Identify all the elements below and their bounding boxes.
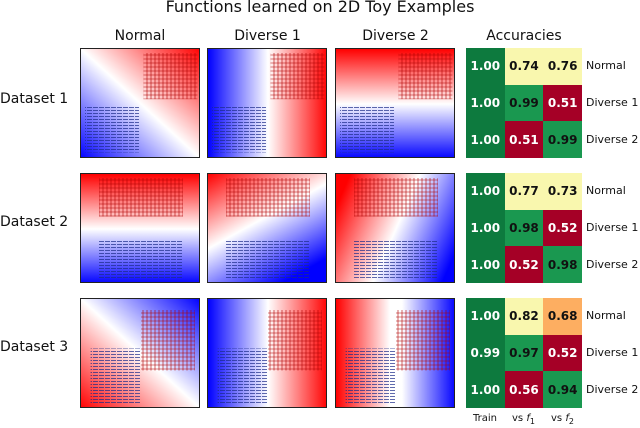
decision-panel-d2-normal [80,173,200,283]
xtick-train: Train [473,413,497,424]
accuracy-row-label: Normal [586,184,626,198]
accuracy-heatmap-2: 1.00 0.77 0.73 1.00 0.98 0.52 1.00 0.52 0.98 [466,173,582,283]
accuracy-heatmap-3: 1.00 0.82 0.68 0.99 0.97 0.52 1.00 0.56 0.94 [466,298,582,408]
accuracy-row-label: Diverse 2 [586,382,639,396]
accuracy-cell: 1.00 [466,246,505,283]
accuracy-cell: 0.82 [504,298,544,335]
accuracy-cell: 0.99 [543,121,582,158]
accuracy-heatmap-1: 1.00 0.74 0.76 1.00 0.99 0.51 1.00 0.51 0.99 [466,48,582,158]
accuracy-cell: 1.00 [466,84,505,122]
accuracy-cell: 0.97 [504,334,544,372]
accuracy-cell: 0.94 [543,371,582,408]
accuracy-row-label: Diverse 1 [586,346,639,359]
decision-panel-d3-diverse-2 [335,298,455,408]
figure-title: Functions learned on 2D Toy Examples [165,0,475,16]
accuracy-cell: 0.52 [543,209,582,247]
accuracy-row-label: Diverse 1 [586,221,639,234]
row-label-dataset-1: Dataset 1 [0,91,69,107]
accuracy-cell: 0.51 [504,121,544,158]
col-header-diverse-1: Diverse 1 [234,28,301,44]
decision-panel-d1-diverse-2 [335,48,455,158]
accuracy-cell: 1.00 [466,371,505,408]
accuracy-cell: 0.52 [504,246,544,283]
row-label-dataset-3: Dataset 3 [0,339,69,355]
xtick-vs-f1: vs f1 [512,413,535,426]
accuracy-cell: 1.00 [466,298,505,335]
accuracy-row-label: Normal [586,59,626,73]
accuracy-cell: 0.73 [543,173,582,210]
decision-panel-d1-diverse-1 [207,48,327,158]
accuracy-cell: 0.99 [466,334,505,372]
accuracy-cell: 0.56 [504,371,544,408]
decision-panel-d3-diverse-1 [207,298,327,408]
accuracy-cell: 0.77 [504,173,544,210]
accuracy-cell: 1.00 [466,121,505,158]
decision-panel-d3-normal [80,298,200,408]
col-header-diverse-2: Diverse 2 [362,28,429,44]
decision-panel-d2-diverse-1 [207,173,327,283]
accuracy-cell: 1.00 [466,48,505,85]
accuracy-cell: 0.74 [504,48,544,85]
decision-panel-d2-diverse-2 [335,173,455,283]
accuracy-cell: 0.99 [504,84,544,122]
accuracy-cell: 0.52 [543,334,582,372]
xtick-vs-f2: vs f2 [551,413,574,426]
accuracy-row-label: Diverse 1 [586,96,639,109]
row-label-dataset-2: Dataset 2 [0,214,69,230]
col-header-normal: Normal [114,28,166,44]
col-header-accuracies: Accuracies [486,28,562,44]
accuracy-row-label: Diverse 2 [586,132,639,146]
accuracy-cell: 1.00 [466,209,505,247]
accuracy-cell: 1.00 [466,173,505,210]
accuracy-cell: 0.51 [543,84,582,122]
accuracy-cell: 0.98 [504,209,544,247]
accuracy-cell: 0.68 [543,298,582,335]
accuracy-row-label: Diverse 2 [586,257,639,271]
accuracy-row-label: Normal [586,309,626,323]
accuracy-cell: 0.76 [543,48,582,85]
decision-panel-d1-normal [80,48,200,158]
accuracy-cell: 0.98 [543,246,582,283]
